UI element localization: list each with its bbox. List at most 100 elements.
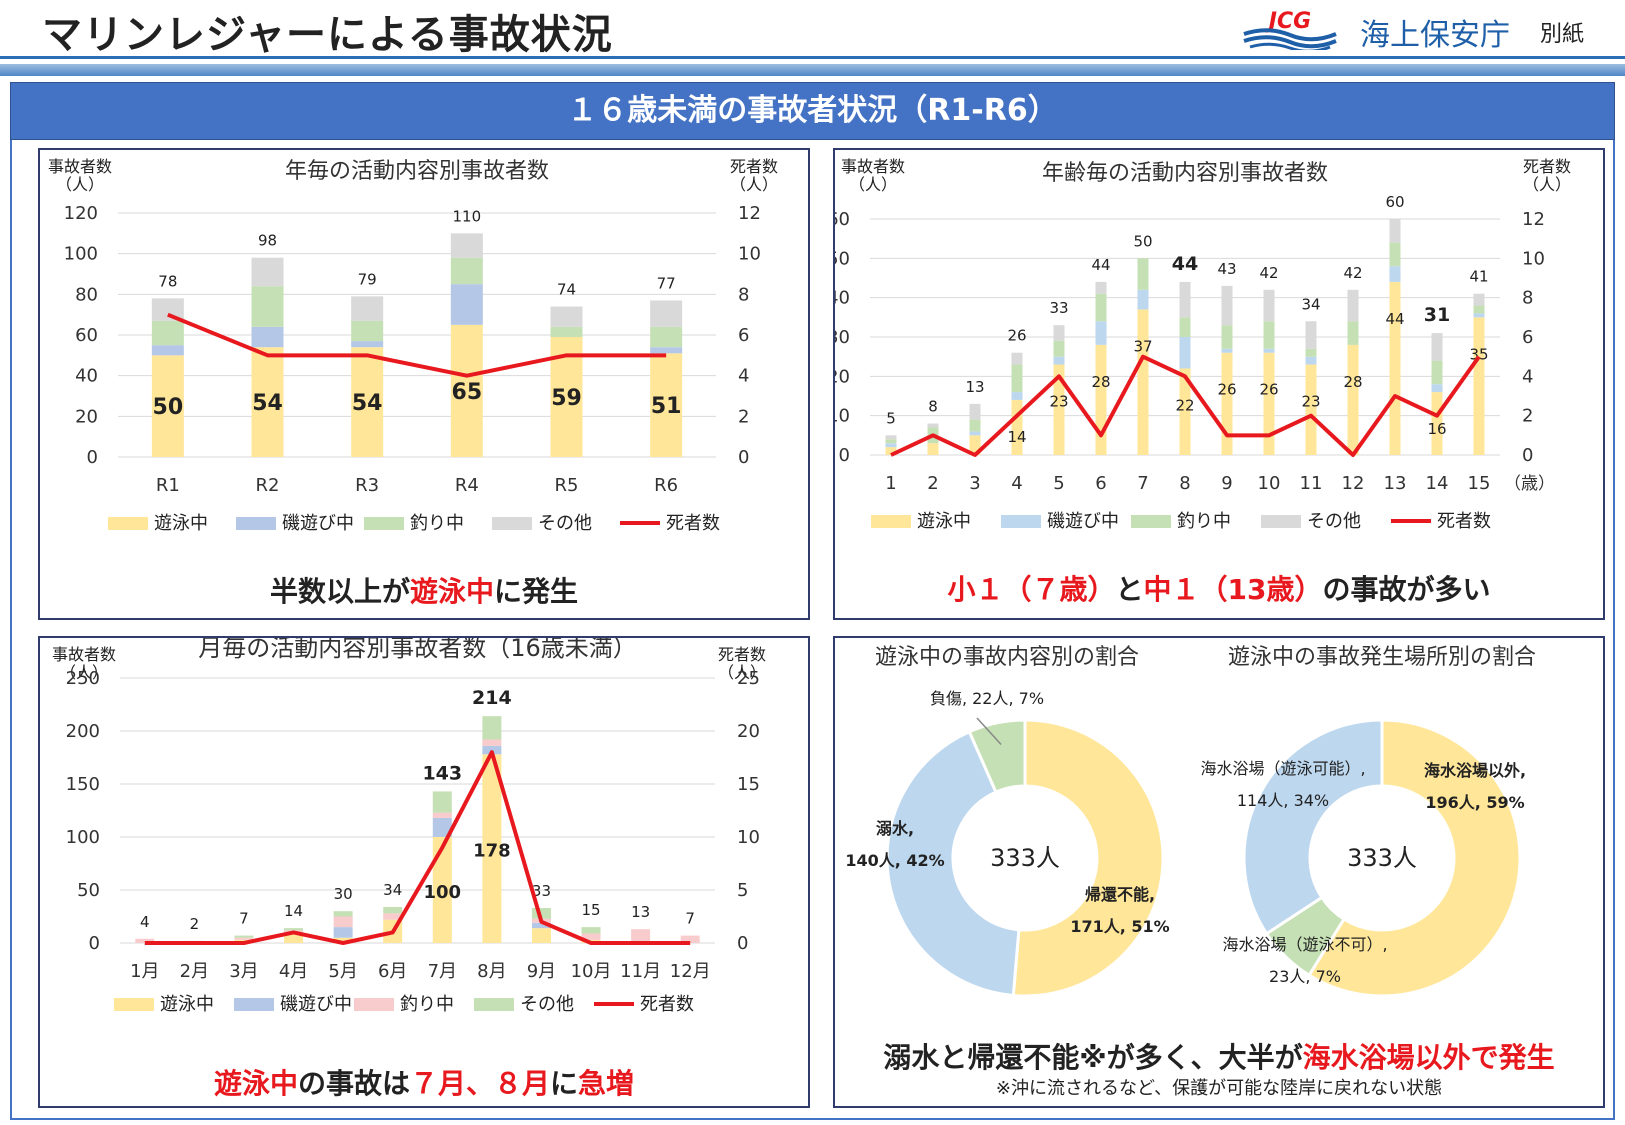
yearly-chart: 年毎の活動内容別事故者数事故者数（人）死者数（人）020406080100120… (48, 157, 778, 534)
y-tick-label: 50 (835, 248, 850, 269)
y-tick-label: 200 (66, 721, 100, 742)
caption-highlight: 遊泳中 (409, 575, 494, 608)
bar-segment (351, 320, 384, 342)
donut-title: 遊泳中の事故発生場所別の割合 (1228, 645, 1536, 670)
y2-tick-label: 0 (1522, 445, 1533, 466)
bar-segment (581, 933, 601, 940)
bar-total-label: 8 (928, 398, 938, 416)
bar-value-label: 26 (1217, 381, 1236, 399)
bar-segment (333, 911, 353, 917)
bar-segment (1431, 360, 1443, 385)
donut-slice (1011, 718, 1165, 998)
x-tick-label: 7月 (428, 961, 457, 982)
bar-value-label: 59 (551, 386, 582, 411)
y2-axis-label: （人） (1523, 175, 1571, 194)
bar-segment (1305, 364, 1317, 455)
bar-segment (650, 347, 683, 354)
caption-highlight: 遊泳中 (213, 1067, 298, 1100)
bar-segment (1095, 293, 1107, 322)
bar-segment (1221, 348, 1233, 353)
bar-segment (1053, 356, 1065, 365)
caption-part: に (550, 1067, 579, 1100)
bar-segment (1137, 309, 1149, 455)
legend-label: 釣り中 (410, 513, 464, 534)
x-tick-label: 11 (1300, 473, 1323, 494)
footnote: ※沖に流されるなど、保護が可能な陸岸に戻れない状態 (995, 1078, 1443, 1099)
bar-segment (135, 938, 155, 943)
bar-total-label: 33 (1049, 299, 1068, 317)
bar-value-label: 54 (352, 391, 383, 416)
bar-segment (284, 934, 304, 943)
bar-segment (432, 791, 452, 813)
y-tick-label: 20 (835, 366, 850, 387)
bar-segment (1431, 392, 1443, 455)
y-tick-label: 60 (75, 325, 98, 346)
bar-segment (333, 927, 353, 938)
section-banner: １６歳未満の事故者状況（R1-R6） (10, 82, 1615, 140)
caption-highlight: 急増 (578, 1067, 635, 1100)
y-axis-label: 事故者数 (52, 645, 116, 664)
y2-tick-label: 25 (737, 668, 760, 689)
y-tick-label: 120 (64, 203, 98, 224)
bar-segment (482, 716, 502, 740)
bar-segment (450, 233, 483, 258)
bar-segment (383, 913, 403, 920)
bar-segment (1263, 321, 1275, 349)
bar-segment (1389, 219, 1401, 243)
bar-total-label: 78 (158, 272, 177, 290)
bar-value-label: 28 (1343, 373, 1362, 391)
y-tick-label: 30 (835, 327, 850, 348)
bar-segment (151, 298, 184, 321)
caption-part: の事故が多い (1322, 573, 1491, 606)
bar-value-label: 50 (153, 395, 184, 420)
attachment-label: 別紙 (1540, 22, 1585, 47)
bar-total-label: 5 (886, 409, 896, 427)
bar-segment (1431, 384, 1443, 393)
x-tick-label: 8 (1179, 473, 1190, 494)
bar-segment (531, 908, 551, 919)
x-tick-label: R6 (654, 475, 678, 496)
x-tick-label: 1 (885, 473, 896, 494)
bar-segment (450, 324, 483, 457)
bar-segment (1095, 281, 1107, 294)
bar-segment (550, 326, 583, 338)
bar-value-label: 37 (1133, 337, 1152, 355)
y-tick-label: 60 (835, 209, 850, 230)
bar-segment (550, 306, 583, 327)
bar-total-label: 14 (284, 902, 303, 920)
bar-segment (482, 754, 502, 943)
bar-total-label: 42 (1343, 264, 1362, 282)
y-tick-label: 40 (835, 288, 850, 309)
bar-value-label: 54 (252, 391, 283, 416)
slice-label: 帰還不能, (1085, 885, 1155, 904)
x-tick-label: R2 (256, 475, 280, 496)
y2-tick-label: 2 (738, 406, 749, 427)
bar-segment (234, 937, 254, 940)
bar-segment (650, 326, 683, 348)
y2-axis-label: （人） (718, 663, 766, 682)
y-tick-label: 80 (75, 284, 98, 305)
bar-value-label: 178 (473, 841, 511, 862)
bar-segment (1305, 348, 1317, 357)
y-tick-label: 100 (66, 827, 100, 848)
legend-label: その他 (520, 994, 574, 1015)
bar-total-label: 79 (358, 270, 377, 288)
bar-segment (1053, 340, 1065, 357)
bar-total-label: 50 (1133, 232, 1152, 250)
legend-label: 磯遊び中 (282, 513, 354, 534)
x-tick-label: 5 (1053, 473, 1064, 494)
x-tick-label: 10 (1258, 473, 1281, 494)
bar-segment (151, 320, 184, 346)
y-tick-label: 150 (66, 774, 100, 795)
x-tick-label: 3 (969, 473, 980, 494)
bar-segment (151, 345, 184, 356)
legend-swatch (234, 998, 274, 1011)
y2-tick-label: 6 (1522, 327, 1533, 348)
legend-swatch (108, 517, 148, 530)
bar-total-label: 44 (1172, 253, 1198, 275)
deaths-line (144, 750, 691, 945)
bar-segment (631, 929, 651, 943)
slice-value: 171人, 51% (1070, 917, 1169, 936)
bar-segment (1389, 281, 1401, 455)
x-tick-label: R1 (156, 475, 180, 496)
